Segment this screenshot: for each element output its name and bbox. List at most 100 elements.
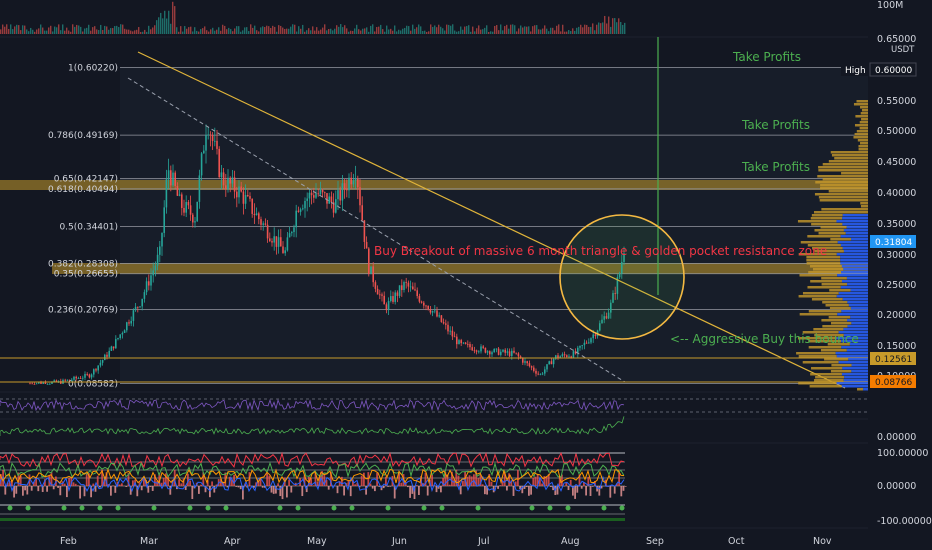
osc-histogram-bar [532, 477, 535, 486]
volume-bar [382, 29, 384, 34]
volume-bar [588, 26, 590, 34]
candle-body [269, 238, 271, 242]
osc-histogram-bar [501, 480, 504, 486]
candle-body [546, 364, 548, 370]
dashed-trendline[interactable] [127, 77, 626, 383]
vp-bar-blue [841, 346, 868, 349]
golden-pocket-band-lower[interactable] [52, 263, 868, 274]
osc-histogram-bar [341, 476, 343, 486]
volume-bar [550, 27, 552, 34]
candle-body [77, 378, 80, 379]
macd-line [0, 416, 625, 436]
osc-histogram-bar [589, 486, 592, 496]
breakout-circle[interactable] [559, 214, 685, 340]
candle-body [304, 200, 306, 209]
osc-histogram-bar [156, 481, 158, 486]
volume-bar [134, 30, 136, 34]
vp-bar [856, 130, 868, 133]
volume-bar [144, 29, 146, 34]
time-axis[interactable]: Feb Mar Apr May Jun Jul Aug Sep Oct Nov [60, 536, 832, 547]
osc-histogram-bar [444, 471, 447, 486]
vp-bar-blue [841, 265, 868, 268]
volume-bar [244, 27, 246, 34]
volume-bar [338, 26, 340, 34]
descending-trendline[interactable] [137, 51, 846, 389]
volume-bar [600, 23, 602, 34]
osc-histogram-bar [503, 472, 506, 486]
candle-body [97, 365, 99, 371]
volume-bar [212, 27, 214, 34]
osc-histogram-bar [266, 473, 268, 486]
volume-bar [0, 29, 2, 34]
vp-bar [799, 313, 838, 316]
candle-body [123, 330, 126, 334]
volume-bar [330, 28, 332, 34]
macd-pane[interactable] [0, 416, 625, 436]
fib-labels: 1(0.60220) 0.786(0.49169) 0.65(0.42147)0.6… [48, 64, 118, 390]
candle-body [229, 177, 231, 184]
volume-bar [472, 26, 474, 34]
volume-bar [580, 24, 582, 34]
volume-bar [354, 28, 356, 34]
vp-bar-blue [847, 319, 868, 322]
oscillator-pane[interactable] [0, 451, 627, 521]
vp-bar [857, 388, 864, 391]
osc-histogram-bar [547, 473, 550, 486]
candle-body [310, 192, 313, 196]
osc-histogram-bar [68, 477, 70, 486]
candle-body [524, 361, 526, 363]
osc-histogram-bar [583, 482, 585, 486]
candle-body [49, 383, 51, 385]
volume-bar [492, 31, 494, 34]
volume-bar [86, 27, 88, 34]
golden-pocket-band-upper[interactable] [0, 180, 868, 190]
volume-bar [160, 12, 162, 34]
volume-bar [590, 26, 592, 34]
vp-bar [798, 382, 837, 385]
vp-bar-blue [843, 268, 868, 271]
candle-body [242, 191, 245, 204]
osc-histogram-bar [149, 486, 152, 487]
volume-bar [504, 26, 506, 34]
candle-body [183, 207, 185, 213]
candle-body [38, 382, 40, 384]
vp-bar [822, 301, 848, 304]
osc-histogram-bar [374, 486, 376, 492]
osc-histogram-bar [77, 485, 79, 486]
candle-body [317, 193, 319, 195]
volume-bar [284, 28, 286, 34]
osc-histogram-bar [382, 486, 385, 489]
candle-body [471, 347, 473, 351]
vp-bar [854, 133, 868, 136]
volume-bar [140, 31, 142, 34]
vp-bar-blue [844, 376, 868, 379]
candle-body [381, 294, 383, 296]
candle-body [181, 194, 183, 208]
osc-histogram-bar [422, 483, 425, 486]
vp-bar [860, 142, 868, 145]
vp-bar-blue [851, 322, 868, 325]
candle-body [176, 185, 179, 196]
candle-body [40, 382, 42, 384]
volume-bar [366, 27, 368, 34]
price-axis[interactable]: 100M 0.65000 USDT 0.55000 0.50000 0.4500… [841, 0, 932, 550]
candle-body [563, 354, 566, 356]
candle-body [313, 195, 315, 198]
volume-bar [454, 30, 456, 34]
volume-bar [420, 26, 422, 34]
rsi-pane[interactable] [0, 398, 868, 413]
osc-histogram-bar [41, 486, 44, 492]
candle-body [495, 348, 498, 350]
osc-histogram-bar [187, 473, 189, 486]
osc-histogram-bar [57, 486, 59, 488]
volume-bar [478, 25, 480, 34]
candle-body [572, 351, 575, 358]
osc-histogram-bar [486, 486, 488, 495]
osc-signal-dot [115, 505, 121, 511]
vp-bar [808, 346, 842, 349]
osc-histogram-bar [305, 486, 308, 493]
volume-bar [14, 26, 16, 34]
volume-bar [70, 31, 72, 34]
candle-body [489, 351, 491, 355]
